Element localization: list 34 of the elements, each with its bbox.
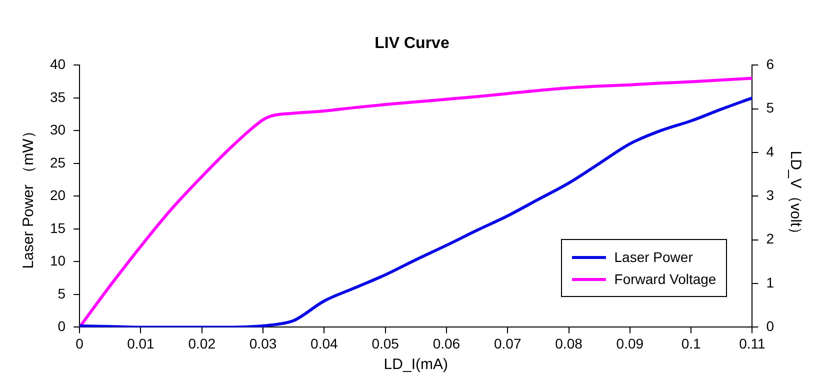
x-tick-label: 0.11 — [739, 335, 766, 352]
legend-label: Laser Power — [614, 249, 693, 266]
y2-tick-label: 4 — [766, 143, 774, 160]
y2-tick-label: 0 — [766, 318, 774, 334]
chart-title: LIV Curve — [374, 35, 450, 52]
x-tick-label: 0.01 — [127, 335, 155, 352]
x-tick-label: 0.04 — [310, 335, 338, 352]
y2-tick-label: 6 — [766, 56, 774, 72]
x-tick-label: 0 — [76, 335, 84, 352]
y-tick-label: 10 — [50, 252, 66, 269]
y2-tick-label: 1 — [766, 274, 774, 290]
x-tick-label: 0.09 — [616, 335, 644, 352]
y2-tick-label: 3 — [766, 187, 774, 204]
y-tick-label: 30 — [50, 122, 66, 138]
y-tick-label: 15 — [50, 220, 66, 236]
x-tick-label: 0.06 — [432, 335, 460, 352]
y2-tick-label: 2 — [766, 230, 774, 247]
y-tick-label: 5 — [58, 285, 66, 302]
x-tick-label: 0.05 — [372, 335, 400, 352]
x-axis-title: LD_I(mA) — [384, 356, 448, 374]
y-axis-title: Laser Power （mW） — [20, 124, 38, 269]
y-tick-label: 20 — [50, 187, 66, 204]
y-tick-label: 25 — [50, 154, 66, 170]
x-tick-label: 0.08 — [555, 335, 583, 352]
legend-label: Forward Voltage — [614, 271, 716, 288]
y-tick-label: 0 — [58, 318, 66, 334]
x-tick-label: 0.1 — [681, 335, 702, 352]
x-tick-label: 0.02 — [188, 335, 216, 352]
y-tick-label: 40 — [50, 56, 66, 72]
y2-tick-label: 5 — [766, 100, 774, 116]
y-tick-label: 35 — [50, 88, 66, 105]
y2-axis-title: LD_V（volt） — [786, 150, 804, 242]
x-tick-label: 0.03 — [249, 335, 277, 352]
x-tick-label: 0.07 — [494, 335, 522, 352]
